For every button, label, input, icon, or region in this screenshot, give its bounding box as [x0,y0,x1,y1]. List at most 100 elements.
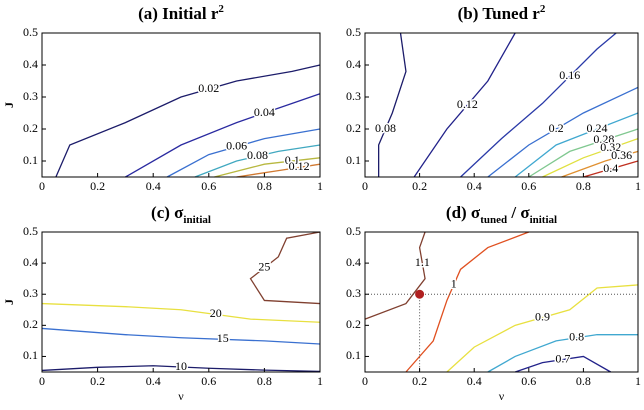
contour-label: 0.24 [587,121,608,135]
x-tick-label: 0 [362,374,368,388]
contour-line [514,355,612,373]
x-tick-label: 0.6 [201,179,216,193]
title-part: 2 [218,3,224,15]
contour-label: 1 [451,277,457,291]
x-tick-label: 0.8 [257,374,272,388]
contour-line [214,157,321,178]
contour-line [41,327,321,345]
x-tick-label: 0 [39,374,45,388]
contour-label: 10 [175,359,187,373]
contour-line [528,128,639,178]
contour-line [55,64,321,178]
x-tick-label: 0.2 [412,374,427,388]
x-tick-label: 0.6 [201,374,216,388]
contour-line [405,231,530,373]
plot-frame [41,32,321,178]
contour-line [561,150,639,178]
contour-label: 0.04 [254,105,275,119]
y-tick-label: 0.5 [346,25,361,39]
contour-line [125,93,321,178]
contour-line [413,32,516,178]
contour-label: 0.08 [247,148,268,162]
contour-line [378,32,407,177]
contour-line [583,160,639,178]
contour-line [514,112,639,178]
y-tick-label: 0.3 [346,286,361,300]
x-tick-label: 0.4 [467,179,482,193]
contour-label: 0.7 [555,351,570,365]
x-tick-label: 1 [317,179,323,193]
contour-line [487,86,639,178]
y-tick-label: 0.5 [23,25,38,39]
chart-title: (d) σtuned / σinitial [446,203,557,226]
contour-line [364,231,426,320]
contour-line [446,284,639,373]
x-tick-label: 0.4 [146,374,161,388]
y-tick-label: 0.3 [23,89,38,103]
contour-label: 0.28 [593,132,614,146]
plot-frame [364,231,639,373]
y-tick-label: 0.1 [23,348,38,362]
contour-label: 0.2 [549,121,564,135]
y-tick-label: 0.5 [23,224,38,238]
y-tick-label: 0.2 [346,121,361,135]
x-tick-label: 0 [362,179,368,193]
y-tick-label: 0.2 [23,317,38,331]
contour-label: 0.02 [198,81,219,95]
plot-frame [41,231,321,373]
marker [415,289,425,299]
title-part: (c) σ [151,203,184,222]
contour-line [487,334,638,373]
chart-title: (b) Tuned r2 [458,3,546,23]
y-tick-label: 0.4 [346,255,361,269]
y-tick-label: 0.2 [346,317,361,331]
x-tick-label: 0.8 [576,374,591,388]
contour-label: 15 [217,331,229,345]
title-part: 2 [540,3,546,15]
y-tick-label: 0.3 [346,89,361,103]
y-tick-label: 0.1 [23,153,38,167]
x-tick-label: 0.6 [521,179,536,193]
x-axis-label: ν [499,389,505,403]
contour-line [249,231,321,305]
contour-line [41,365,321,373]
y-tick-label: 0.5 [346,224,361,238]
x-tick-label: 0.4 [146,179,161,193]
y-tick-label: 0.1 [346,153,361,167]
y-tick-label: 0.2 [23,121,38,135]
contour-label: 0.4 [603,161,618,175]
y-axis-label: J [2,102,16,108]
chart-title: (c) σinitial [151,203,211,226]
contour-label: 0.9 [535,309,550,323]
y-tick-label: 0.1 [346,348,361,362]
contour-label: 0.06 [226,138,247,152]
contour-line [460,32,617,178]
contour-label: 1.1 [415,255,430,269]
x-tick-label: 1 [635,374,641,388]
chart-title: (a) Initial r2 [138,3,224,23]
x-tick-label: 0.8 [576,179,591,193]
title-part: (d) σ [446,203,481,222]
contour-line [41,302,321,323]
x-tick-label: 0.8 [257,179,272,193]
y-axis-label: J [2,299,16,305]
contour-line [542,137,639,178]
contour-label: 0.12 [457,97,478,111]
x-tick-label: 1 [317,374,323,388]
title-part: (a) Initial r [138,4,219,23]
title-part: / σ [507,203,530,222]
contour-label: 0.36 [611,148,632,162]
x-tick-label: 0 [39,179,45,193]
x-axis-label: ν [178,389,184,403]
y-tick-label: 0.4 [23,57,38,71]
contour-label: 0.12 [289,159,310,173]
contour-label: 0.32 [600,140,621,154]
plot-frame [364,32,639,178]
x-tick-label: 0.2 [90,374,105,388]
contour-line [236,163,321,178]
title-part: initial [183,214,211,226]
y-tick-label: 0.4 [346,57,361,71]
contour-line [166,128,321,178]
title-part: tuned [480,214,507,226]
